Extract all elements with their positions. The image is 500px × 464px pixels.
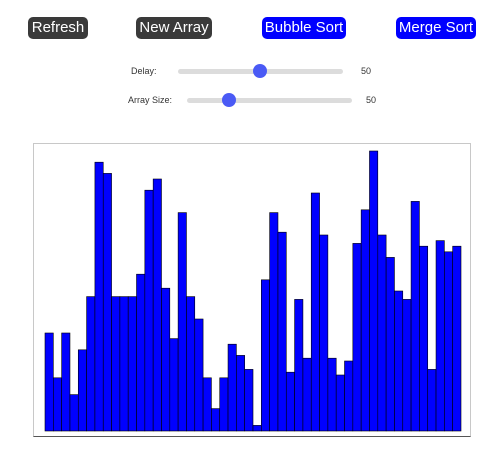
array-size-value: 50 (366, 95, 377, 105)
array-bar (269, 212, 279, 432)
array-bar (127, 296, 137, 432)
array-bar (344, 360, 354, 432)
array-bar (219, 377, 229, 432)
bar-chart (44, 150, 462, 432)
array-bar (402, 299, 412, 432)
array-bar (202, 377, 212, 432)
array-bar (369, 150, 379, 432)
delay-label: Delay: (131, 66, 157, 76)
array-bar (77, 349, 87, 432)
array-bar (61, 332, 71, 432)
array-bar (277, 231, 287, 432)
array-bar (177, 212, 187, 432)
array-bar (452, 245, 462, 432)
array-bar (410, 201, 420, 432)
array-bar (302, 357, 312, 432)
delay-value: 50 (361, 66, 372, 76)
array-bar (285, 371, 295, 432)
array-bar (44, 332, 54, 432)
array-bar (252, 425, 262, 432)
array-size-label: Array Size: (128, 95, 173, 105)
array-bar (94, 161, 104, 432)
array-bar (427, 369, 437, 432)
array-bar (310, 192, 320, 432)
bubble-sort-button[interactable]: Bubble Sort (262, 17, 346, 39)
array-bar (377, 234, 387, 432)
array-bar (444, 251, 453, 432)
array-bar (119, 296, 129, 432)
array-bar (86, 296, 96, 432)
refresh-button[interactable]: Refresh (28, 17, 88, 39)
array-bar (435, 240, 445, 432)
array-bar (352, 243, 362, 432)
array-size-slider-thumb[interactable] (222, 93, 236, 107)
array-bar (261, 279, 270, 432)
array-bar (102, 173, 112, 432)
array-bar (385, 257, 395, 432)
array-bar (294, 299, 304, 432)
array-bar (136, 273, 146, 432)
merge-sort-button[interactable]: Merge Sort (396, 17, 476, 39)
array-bar (144, 189, 154, 432)
array-bar (360, 209, 370, 432)
array-bar (69, 394, 79, 432)
array-bar (161, 287, 171, 432)
array-bar (335, 374, 345, 432)
array-bar (186, 296, 196, 432)
array-bar (111, 296, 121, 432)
array-bar (194, 318, 204, 432)
delay-slider-thumb[interactable] (253, 64, 267, 78)
new-array-button[interactable]: New Array (136, 17, 212, 39)
array-bar (319, 234, 329, 432)
array-bar (53, 377, 62, 432)
array-bar (169, 338, 179, 432)
bar-chart-area (33, 143, 471, 437)
array-bar (244, 369, 254, 432)
array-bar (327, 357, 337, 432)
array-bar (227, 343, 237, 432)
array-bar (152, 178, 162, 432)
array-bar (211, 408, 221, 432)
array-bar (394, 290, 404, 432)
array-bar (419, 245, 429, 432)
array-size-slider[interactable] (187, 98, 352, 103)
array-bar (236, 355, 245, 432)
